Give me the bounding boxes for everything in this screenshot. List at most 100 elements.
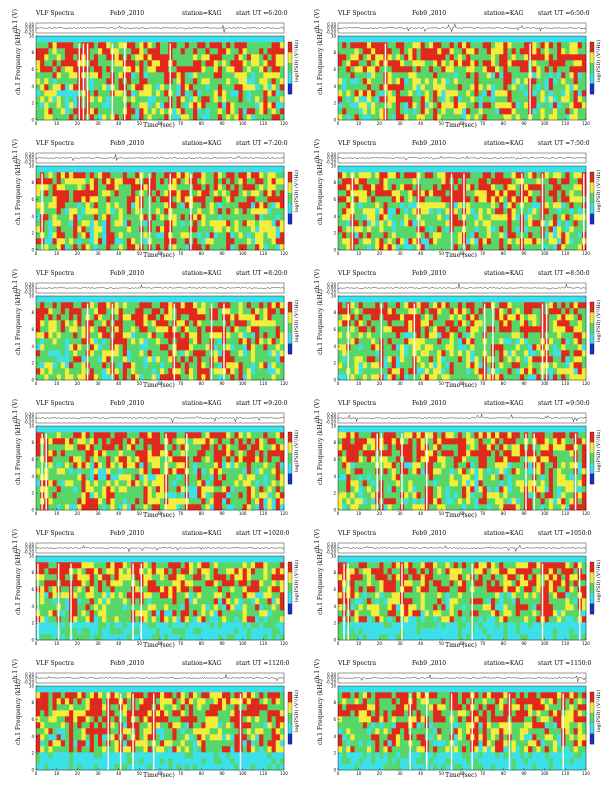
spectrogram-cell xyxy=(515,220,521,227)
spectrogram-cell xyxy=(246,96,252,103)
spectrogram-cell xyxy=(358,374,364,381)
spectrogram-cell xyxy=(577,238,583,245)
spectrogram-cell xyxy=(155,102,161,109)
spectrogram-cell xyxy=(462,54,467,61)
spectrogram-cell xyxy=(139,60,144,67)
spectrogram-cell xyxy=(404,332,409,339)
spectrogram-cell xyxy=(98,114,103,121)
spectrogram-cell xyxy=(188,36,194,43)
spectrogram-cell xyxy=(164,108,169,115)
panel-title: VLF Spectra xyxy=(36,140,75,147)
spectrogram-cell xyxy=(255,114,260,121)
spectrogram-cell xyxy=(515,114,521,121)
spectrogram-cell xyxy=(172,96,177,103)
spectrogram-cell xyxy=(184,172,190,179)
spectrogram-cell xyxy=(48,296,53,303)
panel-station: station=KAG xyxy=(484,10,524,17)
spectrogram-cell xyxy=(362,344,368,351)
spectrogram-cell xyxy=(499,108,504,115)
spectrogram-cell xyxy=(176,48,181,55)
spectrogram-cell xyxy=(234,232,239,239)
spectrogram-cell xyxy=(362,350,368,357)
spectrogram-cell xyxy=(213,326,219,333)
spectrogram-gap xyxy=(86,303,89,380)
spectrogram-cell xyxy=(503,220,508,227)
spectrogram-cell xyxy=(44,314,49,321)
spectrogram-cell xyxy=(77,166,82,173)
spectrogram-cell xyxy=(226,184,231,191)
spectrogram-cell xyxy=(205,226,210,233)
spectrogram-cell xyxy=(106,172,111,179)
spectrogram-cell xyxy=(350,48,355,55)
spectrogram-cell xyxy=(180,296,186,303)
spectrogram-cell xyxy=(557,208,562,215)
spectrogram-cell xyxy=(40,90,45,97)
spectrogram-cell xyxy=(255,226,260,233)
spectrogram-cell xyxy=(536,78,541,85)
spectrogram-cell xyxy=(507,166,512,173)
spectrogram-cell xyxy=(217,196,223,203)
spectrogram-cell xyxy=(383,320,388,327)
spectrogram-cell xyxy=(250,226,256,233)
spectrogram-cell xyxy=(114,326,119,333)
spectrogram-cell xyxy=(118,356,124,363)
spectrogram-cell xyxy=(515,66,521,73)
spectrogram-cell xyxy=(255,54,260,61)
time-tick-label: 70 xyxy=(178,381,184,386)
spectrogram-cell xyxy=(172,178,177,185)
spectrogram-cell xyxy=(44,368,49,375)
spectrogram-cell xyxy=(457,90,463,97)
spectrogram-cell xyxy=(412,84,417,91)
spectrogram-cell xyxy=(226,96,231,103)
spectrogram-cell xyxy=(147,90,153,97)
spectrogram-cell xyxy=(135,48,140,55)
spectrogram-cell xyxy=(209,208,215,215)
spectrogram-cell xyxy=(424,326,430,333)
spectrogram-cell xyxy=(135,72,140,79)
spectrogram-cell xyxy=(457,60,463,67)
spectrogram-cell xyxy=(400,42,405,49)
spectrogram-cell xyxy=(238,208,243,215)
spectrogram-cell xyxy=(275,302,281,309)
spectrogram-cell xyxy=(102,296,107,303)
spectrogram-cell xyxy=(445,102,450,109)
waveform-trace xyxy=(35,154,285,162)
spectrogram-cell xyxy=(437,178,442,185)
spectrogram-cell xyxy=(114,184,119,191)
spectrogram-cell xyxy=(222,220,227,227)
spectrogram-cell xyxy=(89,108,95,115)
spectrogram-cell xyxy=(44,190,49,197)
spectrogram-cell xyxy=(338,314,343,321)
spectrogram-cell xyxy=(279,102,285,109)
spectrogram-cell xyxy=(441,356,446,363)
spectrogram-cell xyxy=(569,36,574,43)
spectrogram-cell xyxy=(143,72,148,79)
spectrogram-cell xyxy=(486,108,492,115)
spectrogram-cell xyxy=(486,60,492,67)
spectrogram-cell xyxy=(536,172,541,179)
spectrogram-cell xyxy=(60,54,66,61)
spectrogram-cell xyxy=(184,72,190,79)
spectrogram-cell xyxy=(201,296,206,303)
spectrogram-cell xyxy=(238,54,243,61)
spectrogram-cell xyxy=(445,36,450,43)
spectrogram-cell xyxy=(375,226,380,233)
spectrogram-cell xyxy=(213,302,219,309)
spectrogram-cell xyxy=(242,208,248,215)
spectrogram-cell xyxy=(478,48,483,55)
spectrogram-cell xyxy=(387,220,393,227)
spectrogram-cell xyxy=(56,36,62,43)
spectrogram-cell xyxy=(184,320,190,327)
spectrogram-cell xyxy=(412,190,417,197)
spectrogram-cell xyxy=(69,54,74,61)
spectrogram-cell xyxy=(561,72,566,79)
spectrogram-cell xyxy=(437,302,442,309)
spectrogram-cell xyxy=(147,350,153,357)
spectrogram-cell xyxy=(114,344,119,351)
spectrogram-cell xyxy=(56,368,62,375)
spectrogram-cell xyxy=(226,232,231,239)
spectrogram-cell xyxy=(98,314,103,321)
spectrogram-cell xyxy=(197,84,202,91)
spectrogram-cell xyxy=(234,344,239,351)
spectrogram-cell xyxy=(470,178,475,185)
